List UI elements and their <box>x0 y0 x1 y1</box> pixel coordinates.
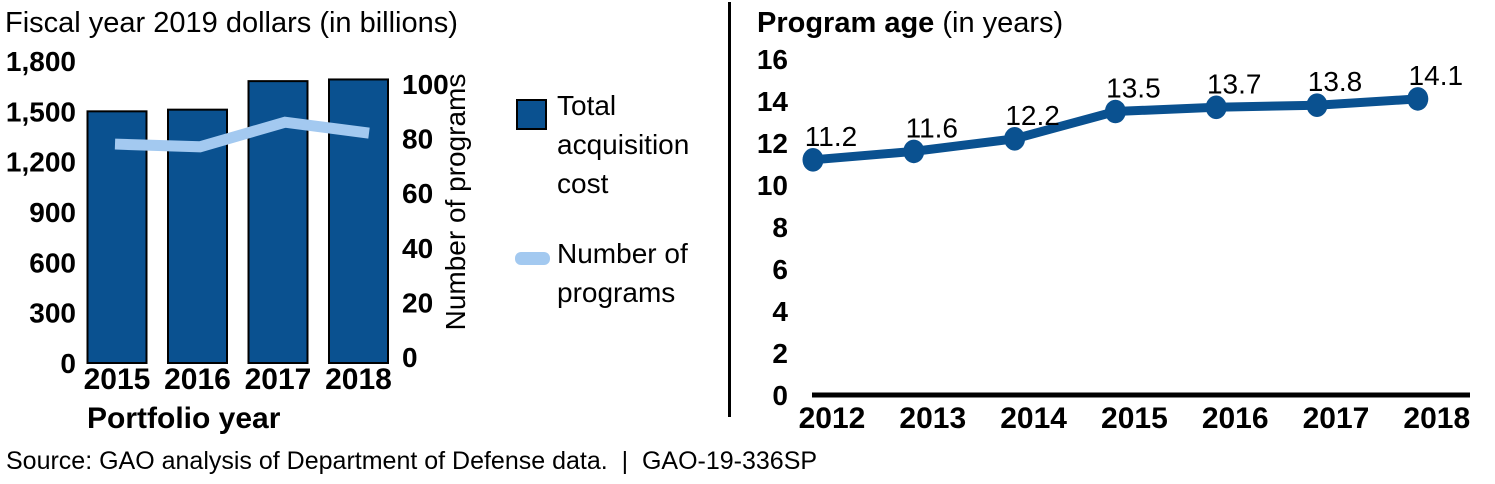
right-chart-title-bold: Program age <box>757 7 935 39</box>
left-chart-title: Fiscal year 2019 dollars (in billions) <box>5 7 458 39</box>
program-age-value-label: 11.6 <box>906 112 958 143</box>
program-age-year-label: 2016 <box>1202 402 1269 435</box>
left-axis-tick-label: 1,200 <box>6 147 76 178</box>
program-age-value-label: 13.5 <box>1106 73 1161 104</box>
program-age-year-label: 2014 <box>1000 402 1067 435</box>
program-age-year-label: 2017 <box>1303 402 1370 435</box>
right-axis-tick-label: 0 <box>402 342 418 373</box>
portfolio-year-label: 2015 <box>84 363 151 396</box>
right-axis-tick-label: 100 <box>402 69 449 100</box>
age-axis-tick-label: 4 <box>772 296 788 327</box>
legend-swatch-number-of-programs <box>515 252 550 265</box>
number-of-programs-line <box>114 116 370 153</box>
x-axis-baseline <box>812 392 1470 398</box>
right-axis-tick-label: 20 <box>402 287 433 318</box>
legend-swatch-total-acquisition-cost <box>516 99 547 130</box>
right-chart-title: Program age (in years) <box>757 7 1063 40</box>
program-age-point-2012 <box>802 148 824 172</box>
left-axis-tick-label: 0 <box>60 348 76 379</box>
total-acquisition-cost-bar-2015 <box>86 110 148 365</box>
program-age-point-2018 <box>1407 87 1429 111</box>
panel-divider <box>728 2 731 417</box>
program-age-year-label: 2015 <box>1101 402 1168 435</box>
age-axis-tick-label: 12 <box>757 128 788 159</box>
left-axis-tick-label: 900 <box>29 197 76 228</box>
left-axis-tick-label: 300 <box>29 298 76 329</box>
program-age-value-label: 13.8 <box>1308 66 1363 97</box>
age-axis-tick-label: 2 <box>772 338 788 369</box>
right-chart-title-suffix: (in years) <box>934 7 1064 39</box>
legend-label-total-acquisition-cost: Total acquisition cost <box>557 86 689 203</box>
legend-label-line: acquisition <box>557 129 690 160</box>
program-age-year-label: 2018 <box>1403 402 1470 435</box>
program-age-point-2013 <box>903 139 925 164</box>
legend-label-line: Number of <box>557 238 688 269</box>
program-age-point-2017 <box>1306 93 1328 117</box>
program-age-value-label: 11.2 <box>805 121 857 152</box>
legend-label-number-of-programs: Number of programs <box>557 234 688 312</box>
left-axis-tick-label: 1,500 <box>6 96 76 127</box>
program-age-value-label: 14.1 <box>1409 60 1464 91</box>
legend-label-line: programs <box>557 277 676 308</box>
total-acquisition-cost-bar-2018 <box>328 78 389 364</box>
age-axis-tick-label: 0 <box>772 380 788 411</box>
age-axis-tick-label: 16 <box>757 44 788 75</box>
left-axis-tick-label: 600 <box>29 247 76 278</box>
legend-label-line: Total <box>557 90 617 121</box>
source-note: Source: GAO analysis of Department of De… <box>6 447 818 475</box>
right-axis-tick-label: 40 <box>402 233 433 264</box>
program-age-point-2015 <box>1104 99 1126 124</box>
program-age-point-2016 <box>1205 95 1227 120</box>
portfolio-year-label: 2017 <box>245 363 312 396</box>
legend-label-line: cost <box>557 168 609 199</box>
program-age-point-2014 <box>1004 127 1026 151</box>
program-age-value-label: 13.7 <box>1207 68 1262 99</box>
portfolio-year-label: 2018 <box>325 363 392 396</box>
age-axis-tick-label: 6 <box>772 254 788 285</box>
right-axis-tick-label: 60 <box>402 178 433 209</box>
left-axis-tick-label: 1,800 <box>6 46 76 77</box>
age-axis-tick-label: 10 <box>757 170 788 201</box>
number-of-programs-axis-title: Number of programs <box>440 73 471 331</box>
age-axis-tick-label: 8 <box>772 212 788 243</box>
right-axis-tick-label: 80 <box>402 124 433 155</box>
age-axis-tick-label: 14 <box>757 86 789 117</box>
program-age-value-label: 12.2 <box>1005 100 1060 131</box>
portfolio-year-label: 2016 <box>164 363 231 396</box>
portfolio-year-axis-title: Portfolio year <box>87 402 281 435</box>
program-age-year-label: 2013 <box>899 402 966 435</box>
program-age-year-label: 2012 <box>799 402 866 435</box>
